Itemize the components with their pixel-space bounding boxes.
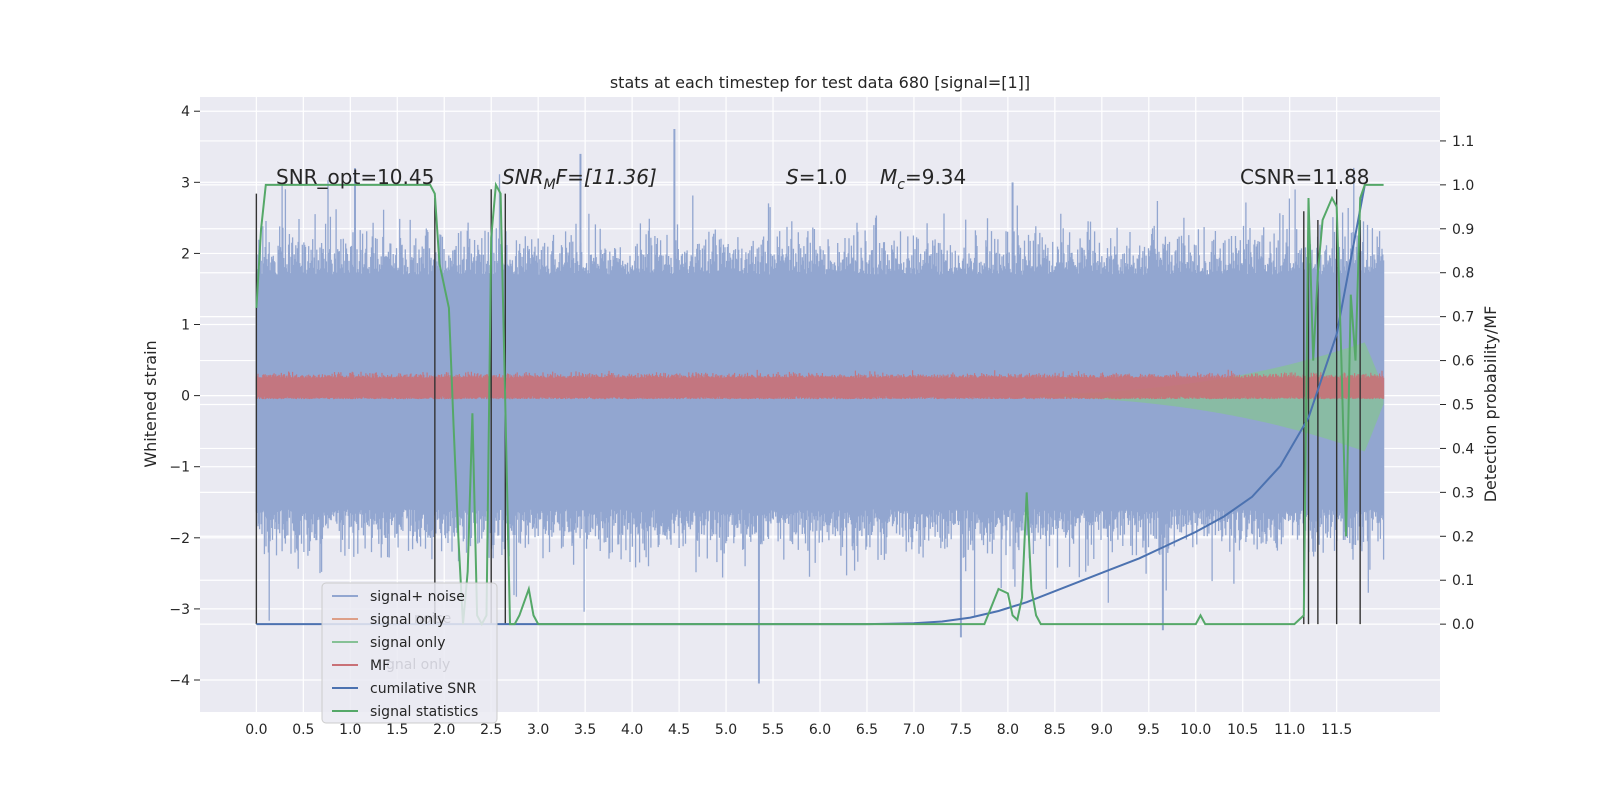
snr-mf-base: SNR — [502, 165, 544, 189]
x-tick-label: 2.0 — [433, 722, 455, 738]
annotation-text: SNR_opt=10.45 SNRMF=[11.36] S=1.0 Mc=9.3… — [276, 165, 1370, 193]
x-tick-label: 4.5 — [668, 722, 690, 738]
x-tick-label: 8.0 — [997, 722, 1019, 738]
y-tick-label-right: 0.2 — [1452, 529, 1474, 545]
x-tick-label: 1.5 — [386, 722, 408, 738]
y-tick-label-left: −2 — [169, 531, 190, 547]
y-tick-label-left: −3 — [169, 602, 190, 618]
legend-label: signal statistics — [370, 704, 478, 720]
y-tick-label-left: −1 — [169, 460, 190, 476]
legend-label: signal+ noise — [370, 589, 465, 605]
legend-label: signal only — [370, 612, 445, 628]
x-tick-label: 9.0 — [1091, 722, 1113, 738]
snr-mf-rest: F=[11.36] — [556, 165, 657, 189]
y-tick-label-left: 0 — [181, 389, 190, 405]
snr-mf-annotation: SNRMF=[11.36] — [502, 165, 657, 193]
legend: noise gnal only signal+ noise signal only… — [321, 582, 498, 724]
y-tick-label-right: 1.0 — [1452, 178, 1474, 194]
y-tick-label-left: 2 — [181, 246, 190, 262]
y-tick-label-right: 0.1 — [1452, 573, 1474, 589]
legend-box — [321, 582, 498, 724]
mc-annotation: Mc=9.34 — [880, 165, 966, 193]
x-tick-label: 7.5 — [950, 722, 972, 738]
x-tick-label: 5.0 — [715, 722, 737, 738]
x-tick-label: 1.0 — [339, 722, 361, 738]
x-tick-label: 7.0 — [903, 722, 925, 738]
y-tick-label-right: 0.6 — [1452, 354, 1474, 370]
x-tick-label: 10.0 — [1180, 722, 1211, 738]
x-tick-label: 4.0 — [621, 722, 643, 738]
y-axis-label-left: Whitened strain — [141, 340, 160, 467]
snr-mf-sub: M — [544, 177, 556, 193]
csnr-annotation: CSNR=11.88 — [1240, 165, 1370, 189]
y-tick-label-right: 0.8 — [1452, 266, 1474, 282]
legend-label: MF — [370, 658, 390, 674]
s-annotation: S=1.0 — [786, 165, 847, 189]
x-tick-label: 8.5 — [1044, 722, 1066, 738]
snr-opt-annotation: SNR_opt=10.45 — [276, 165, 434, 189]
x-tick-label: 0.0 — [245, 722, 267, 738]
x-tick-label: 5.5 — [762, 722, 784, 738]
x-tick-label: 0.5 — [292, 722, 314, 738]
mc-value: =9.34 — [905, 165, 966, 189]
x-tick-label: 6.0 — [809, 722, 831, 738]
y-tick-label-left: −4 — [169, 673, 190, 689]
s-symbol: S — [786, 165, 799, 189]
y-axis-label-right: Detection probability/MF — [1481, 306, 1500, 503]
legend-label: cumilative SNR — [370, 681, 477, 697]
axis-ticks: 0.0 0.5 1.0 1.5 2.0 2.5 3.0 3.5 4.0 4.5 5.0 5.5 6.0 6… — [169, 104, 1474, 738]
y-tick-label-right: 0.4 — [1452, 441, 1474, 457]
x-tick-label: 11.0 — [1274, 722, 1305, 738]
legend-label: signal only — [370, 635, 445, 651]
y-tick-label-right: 0.0 — [1452, 617, 1474, 633]
x-tick-label: 11.5 — [1321, 722, 1352, 738]
mc-sub: c — [897, 177, 905, 193]
s-value: =1.0 — [799, 165, 848, 189]
y-tick-label-left: 1 — [181, 318, 190, 334]
y-tick-label-right: 0.3 — [1452, 485, 1474, 501]
chart-title: stats at each timestep for test data 680… — [610, 73, 1030, 92]
y-tick-label-right: 0.5 — [1452, 398, 1474, 414]
legend-ghost-text-2: gnal only — [386, 657, 450, 673]
x-tick-label: 6.5 — [856, 722, 878, 738]
x-tick-label: 2.5 — [480, 722, 502, 738]
x-tick-label: 9.5 — [1138, 722, 1160, 738]
y-tick-label-left: 3 — [181, 175, 190, 191]
cumulative-snr-line — [256, 184, 1366, 626]
y-tick-label-right: 0.7 — [1452, 310, 1474, 326]
x-tick-label: 10.5 — [1227, 722, 1258, 738]
y-tick-label-left: 4 — [181, 104, 190, 120]
y-tick-label-right: 1.1 — [1452, 134, 1474, 150]
x-tick-label: 3.0 — [527, 722, 549, 738]
legend-ghost-text-1: noise — [414, 611, 451, 627]
y-tick-label-right: 0.9 — [1452, 222, 1474, 238]
x-tick-label: 3.5 — [574, 722, 596, 738]
mc-base: M — [880, 165, 897, 189]
